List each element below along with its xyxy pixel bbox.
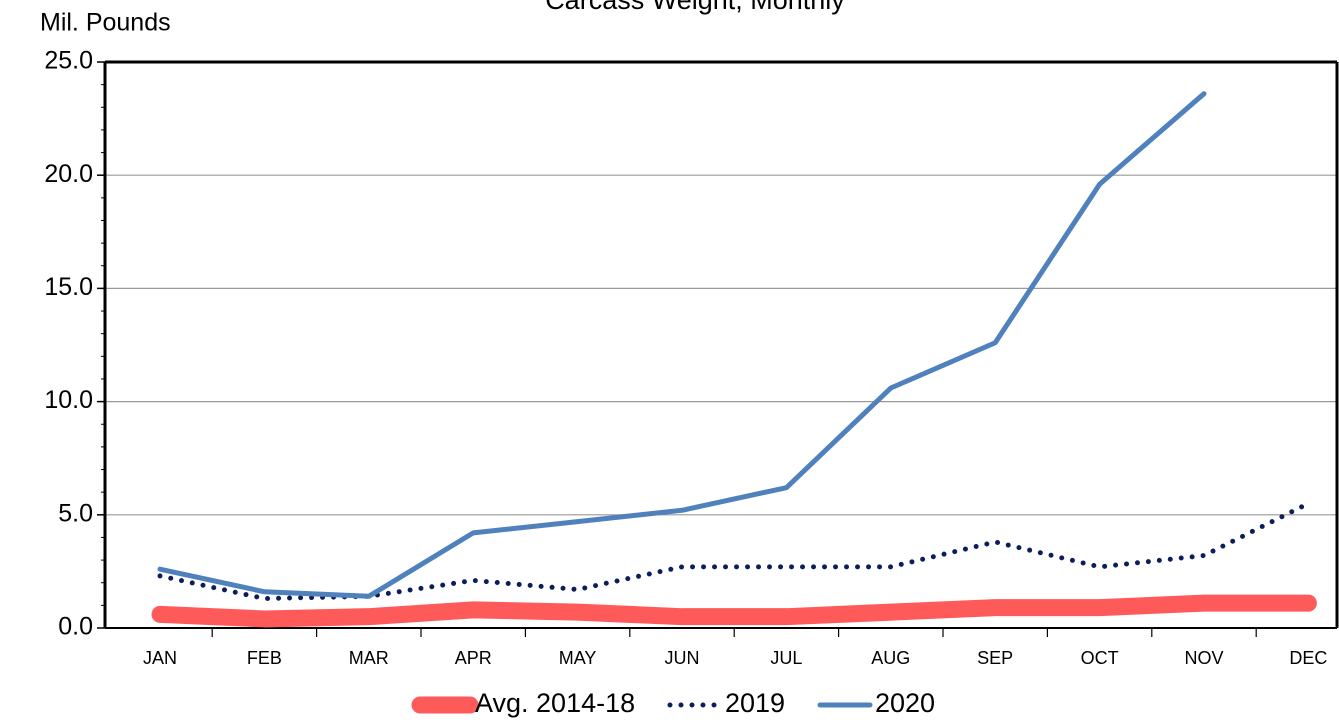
series-line: [157, 91, 1207, 599]
x-tick-label: JAN: [143, 648, 177, 668]
x-tick-label: MAY: [559, 648, 597, 668]
x-tick-label: DEC: [1289, 648, 1327, 668]
chart-title: Carcass Weight, Monthly: [545, 0, 845, 15]
y-axis-label: Mil. Pounds: [40, 9, 171, 37]
legend-label: 2019: [725, 688, 785, 718]
x-tick-label: APR: [455, 648, 492, 668]
x-tick-label: FEB: [247, 648, 282, 668]
x-tick-label: NOV: [1184, 648, 1223, 668]
x-tick-label: JUN: [665, 648, 700, 668]
y-tick-label: 5.0: [58, 499, 93, 527]
legend-label: 2020: [875, 688, 935, 718]
y-tick-label: 15.0: [44, 273, 93, 301]
x-tick-label: MAR: [349, 648, 389, 668]
x-tick-label: AUG: [871, 648, 910, 668]
y-tick-label: 25.0: [44, 47, 93, 75]
series-line: [151, 594, 1317, 628]
x-tick-label: JUL: [770, 648, 802, 668]
y-tick-label: 20.0: [44, 160, 93, 188]
series-line: [157, 500, 1311, 602]
legend-label: Avg. 2014-18: [475, 688, 635, 718]
x-tick-label: OCT: [1081, 648, 1119, 668]
y-tick-label: 0.0: [58, 613, 93, 641]
x-tick-label: SEP: [977, 648, 1013, 668]
y-tick-label: 10.0: [44, 386, 93, 414]
